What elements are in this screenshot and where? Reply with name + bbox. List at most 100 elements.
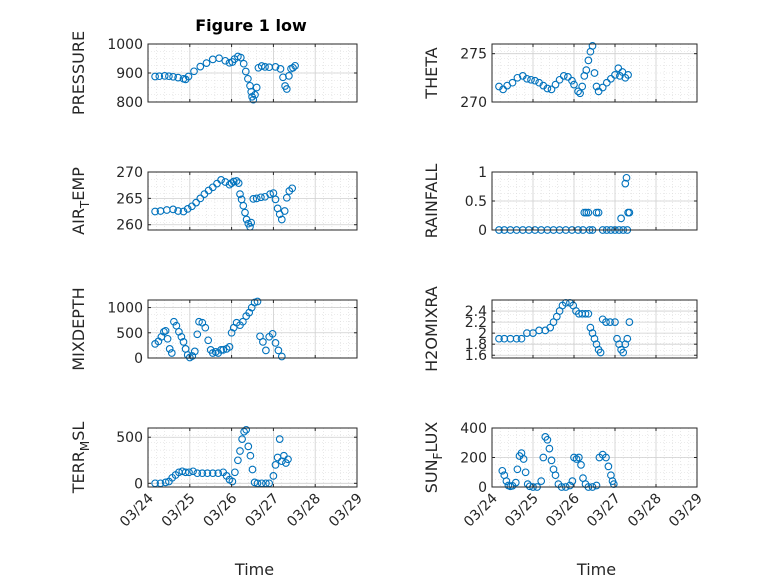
y-axis-label: SUNFLUX: [422, 422, 445, 494]
y-label-tail: SL: [69, 422, 88, 441]
data-point: [274, 346, 283, 355]
y-tick-label: 0: [134, 351, 143, 367]
x-tick-label: 03/25: [159, 491, 199, 531]
y-axis-label: TERRMSL: [69, 422, 92, 495]
data-point: [167, 349, 176, 357]
data-point: [602, 453, 610, 462]
axes-box: [147, 171, 358, 231]
y-axis-label: PRESSURE: [69, 31, 88, 115]
data-point: [502, 477, 511, 485]
data-point: [196, 194, 205, 203]
data-point: [241, 67, 250, 76]
data-point: [248, 465, 257, 474]
data-point: [236, 53, 245, 62]
data-point: [584, 208, 593, 217]
data-point: [271, 195, 280, 204]
data-point: [625, 318, 634, 326]
data-point: [602, 78, 611, 87]
data-point: [253, 297, 262, 306]
panel-h2omixra: 1.61.822.22.4 H2OMIXRA: [422, 286, 698, 372]
data-point: [271, 339, 280, 347]
data-point: [590, 69, 599, 77]
data-point: [277, 215, 286, 224]
data-point: [271, 63, 280, 71]
data-point: [208, 469, 217, 478]
data-point: [513, 465, 522, 474]
y-label-subscript: M: [78, 441, 92, 451]
data-point: [200, 190, 209, 198]
y-label-subscript: T: [78, 200, 92, 209]
y-tick-label: 900: [116, 66, 143, 82]
data-point: [202, 59, 211, 67]
data-point: [582, 208, 591, 217]
data-point: [249, 195, 258, 203]
y-label-main: PRESSURE: [69, 31, 88, 115]
data-point: [559, 72, 568, 80]
y-tick-label: 0.5: [465, 194, 487, 210]
data-point: [280, 207, 289, 215]
figure-title: Figure 1 low: [195, 16, 307, 35]
data-point: [239, 317, 247, 326]
data-point: [594, 208, 603, 217]
y-tick-label: 200: [460, 451, 487, 467]
x-tick-label: 03/24: [461, 490, 501, 530]
data-point: [215, 54, 223, 63]
data-point: [611, 71, 619, 79]
data-point: [238, 435, 246, 443]
x-tick-label: 03/29: [666, 491, 706, 531]
data-point: [499, 85, 507, 94]
y-label-main: H2OMIXRA: [422, 286, 441, 372]
data-point: [519, 455, 528, 463]
data-point: [582, 66, 591, 74]
data-point: [580, 208, 589, 217]
x-tick-label: 03/26: [543, 490, 583, 530]
data-point: [546, 323, 555, 332]
data-point: [551, 80, 560, 89]
data-point: [227, 328, 236, 337]
data-point: [165, 72, 173, 81]
data-point: [617, 214, 625, 223]
y-axis-label: AIRTEMP: [69, 167, 92, 235]
data-point: [611, 318, 619, 326]
data-point: [547, 456, 556, 465]
data-point: [495, 334, 503, 343]
data-point: [616, 72, 624, 80]
data-point: [531, 76, 539, 85]
data-point: [574, 87, 582, 96]
data-point: [169, 205, 177, 214]
y-tick-label: 270: [116, 165, 143, 181]
data-point: [196, 62, 205, 71]
data-point: [288, 184, 297, 193]
data-point: [623, 334, 632, 343]
data-point: [282, 193, 291, 202]
data-point: [276, 65, 285, 73]
data-point: [539, 453, 548, 462]
panel-sun_flux: 0 200 400 03/24 03/25 03/26 03/27 03/28 03/29 Tim…: [422, 421, 706, 579]
data-point: [169, 72, 177, 81]
data-point: [606, 318, 614, 326]
panel-rainfall: 0 0.5 1 RAINFALL: [422, 164, 698, 239]
data-point: [236, 190, 244, 198]
data-point: [219, 346, 228, 354]
y-tick-label: 1000: [107, 37, 143, 53]
x-tick-label: 03/24: [117, 490, 157, 530]
data-point: [151, 72, 159, 81]
data-point: [592, 481, 601, 490]
data-point: [622, 173, 631, 182]
axes-box: [491, 299, 698, 359]
y-label-main: MIXDEPTH: [69, 287, 88, 370]
data-point: [523, 74, 531, 83]
data-point: [246, 81, 254, 90]
data-point: [269, 472, 278, 480]
y-tick-label: 1.8: [465, 337, 487, 353]
data-point: [174, 73, 182, 82]
data-point: [598, 83, 607, 92]
data-point: [529, 329, 537, 337]
data-point: [261, 63, 269, 71]
data-point: [566, 481, 574, 490]
data-point: [549, 318, 558, 326]
data-point: [231, 468, 239, 477]
data-point: [188, 352, 197, 360]
data-point: [217, 176, 225, 184]
data-point: [160, 327, 168, 336]
